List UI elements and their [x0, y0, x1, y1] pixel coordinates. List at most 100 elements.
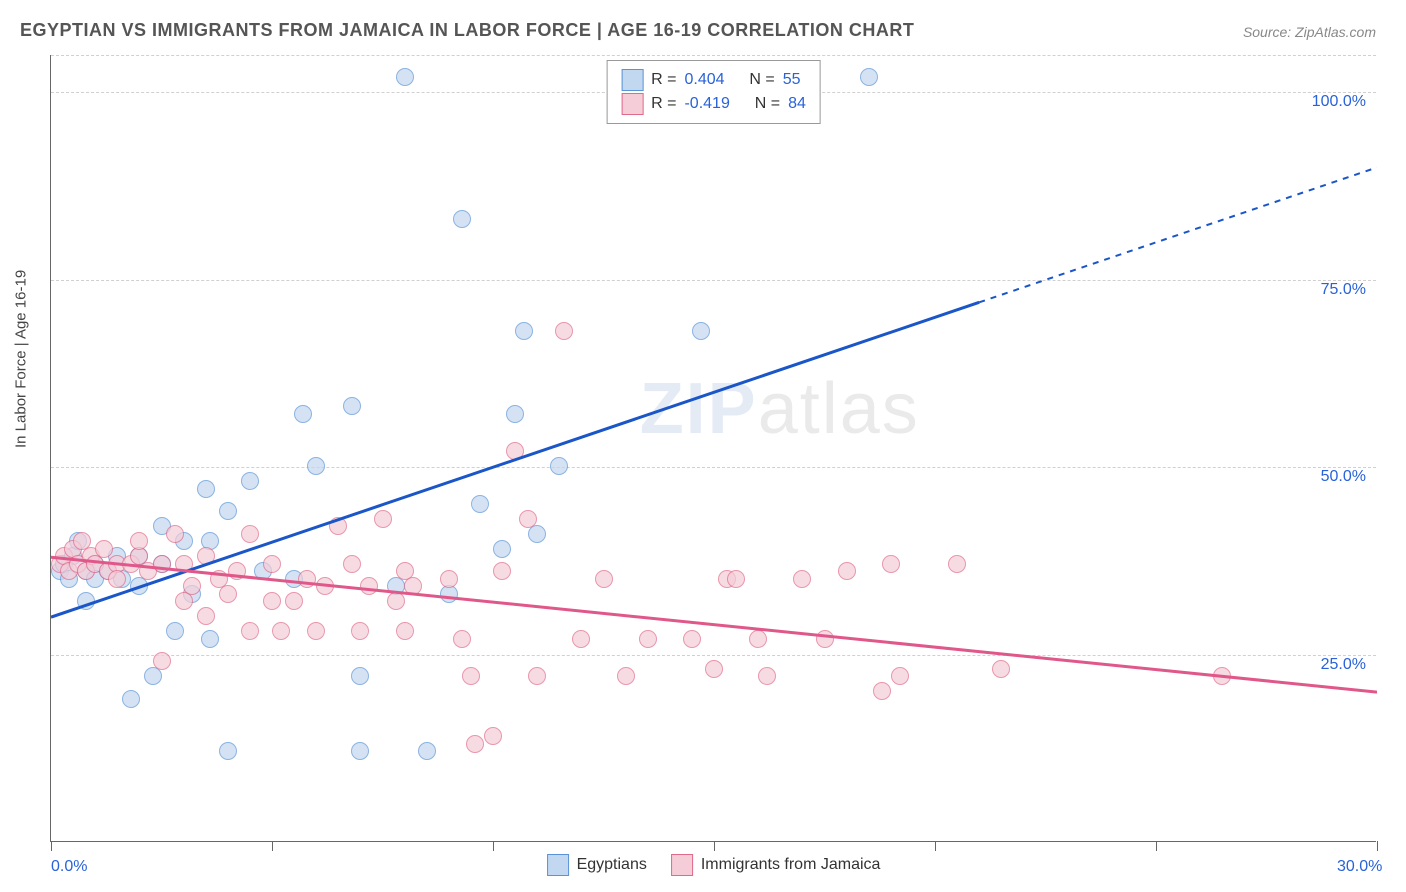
data-point [298, 570, 316, 588]
data-point [882, 555, 900, 573]
chart-title: EGYPTIAN VS IMMIGRANTS FROM JAMAICA IN L… [20, 20, 914, 41]
data-point [329, 517, 347, 535]
data-point [219, 742, 237, 760]
data-point [272, 622, 290, 640]
gridline-h [51, 467, 1376, 468]
data-point [816, 630, 834, 648]
data-point [351, 667, 369, 685]
legend-series-item: Immigrants from Jamaica [671, 854, 881, 876]
data-point [307, 457, 325, 475]
data-point [219, 502, 237, 520]
x-tick-label: 0.0% [51, 858, 87, 876]
data-point [692, 322, 710, 340]
data-point [860, 68, 878, 86]
data-point [241, 525, 259, 543]
data-point [396, 622, 414, 640]
y-axis-label: In Labor Force | Age 16-19 [13, 270, 30, 448]
data-point [493, 540, 511, 558]
data-point [453, 210, 471, 228]
data-point [528, 525, 546, 543]
data-point [595, 570, 613, 588]
data-point [387, 592, 405, 610]
data-point [197, 480, 215, 498]
data-point [793, 570, 811, 588]
data-point [519, 510, 537, 528]
y-tick-label: 100.0% [1312, 93, 1366, 111]
data-point [153, 652, 171, 670]
data-point [683, 630, 701, 648]
data-point [528, 667, 546, 685]
x-tick [935, 841, 936, 851]
legend-stat-row: R = 0.404 N = 55 [621, 69, 806, 91]
y-tick-label: 50.0% [1321, 468, 1366, 486]
data-point [351, 742, 369, 760]
data-point [506, 405, 524, 423]
data-point [374, 510, 392, 528]
data-point [493, 562, 511, 580]
data-point [307, 622, 325, 640]
data-point [948, 555, 966, 573]
correlation-legend: R = 0.404 N = 55R = -0.419 N = 84 [606, 60, 821, 124]
data-point [183, 577, 201, 595]
data-point [515, 322, 533, 340]
data-point [108, 570, 126, 588]
series-legend: EgyptiansImmigrants from Jamaica [547, 854, 881, 876]
x-tick-label: 30.0% [1337, 858, 1382, 876]
x-tick [493, 841, 494, 851]
chart-plot-area: In Labor Force | Age 16-19 25.0%50.0%75.… [50, 55, 1376, 842]
data-point [453, 630, 471, 648]
data-point [360, 577, 378, 595]
data-point [294, 405, 312, 423]
data-point [201, 630, 219, 648]
data-point [1213, 667, 1231, 685]
data-point [506, 442, 524, 460]
legend-stat-row: R = -0.419 N = 84 [621, 93, 806, 115]
data-point [95, 540, 113, 558]
gridline-h [51, 55, 1376, 56]
x-tick [1377, 841, 1378, 851]
data-point [550, 457, 568, 475]
data-point [891, 667, 909, 685]
data-point [343, 555, 361, 573]
data-point [197, 547, 215, 565]
data-point [166, 622, 184, 640]
data-point [263, 592, 281, 610]
data-point [873, 682, 891, 700]
data-point [639, 630, 657, 648]
data-point [219, 585, 237, 603]
source-attribution: Source: ZipAtlas.com [1243, 24, 1376, 40]
data-point [404, 577, 422, 595]
data-point [758, 667, 776, 685]
data-point [343, 397, 361, 415]
data-point [351, 622, 369, 640]
data-point [175, 555, 193, 573]
data-point [228, 562, 246, 580]
data-point [130, 532, 148, 550]
data-point [122, 690, 140, 708]
data-point [77, 592, 95, 610]
x-tick [51, 841, 52, 851]
data-point [466, 735, 484, 753]
x-tick [1156, 841, 1157, 851]
data-point [241, 622, 259, 640]
y-tick-label: 75.0% [1321, 281, 1366, 299]
data-point [197, 607, 215, 625]
x-tick [272, 841, 273, 851]
gridline-h [51, 655, 1376, 656]
data-point [241, 472, 259, 490]
data-point [705, 660, 723, 678]
gridline-h [51, 280, 1376, 281]
data-point [572, 630, 590, 648]
data-point [462, 667, 480, 685]
data-point [396, 68, 414, 86]
data-point [153, 555, 171, 573]
data-point [617, 667, 635, 685]
data-point [263, 555, 281, 573]
data-point [316, 577, 334, 595]
data-point [838, 562, 856, 580]
data-point [555, 322, 573, 340]
data-point [418, 742, 436, 760]
y-tick-label: 25.0% [1321, 656, 1366, 674]
data-point [992, 660, 1010, 678]
x-tick [714, 841, 715, 851]
